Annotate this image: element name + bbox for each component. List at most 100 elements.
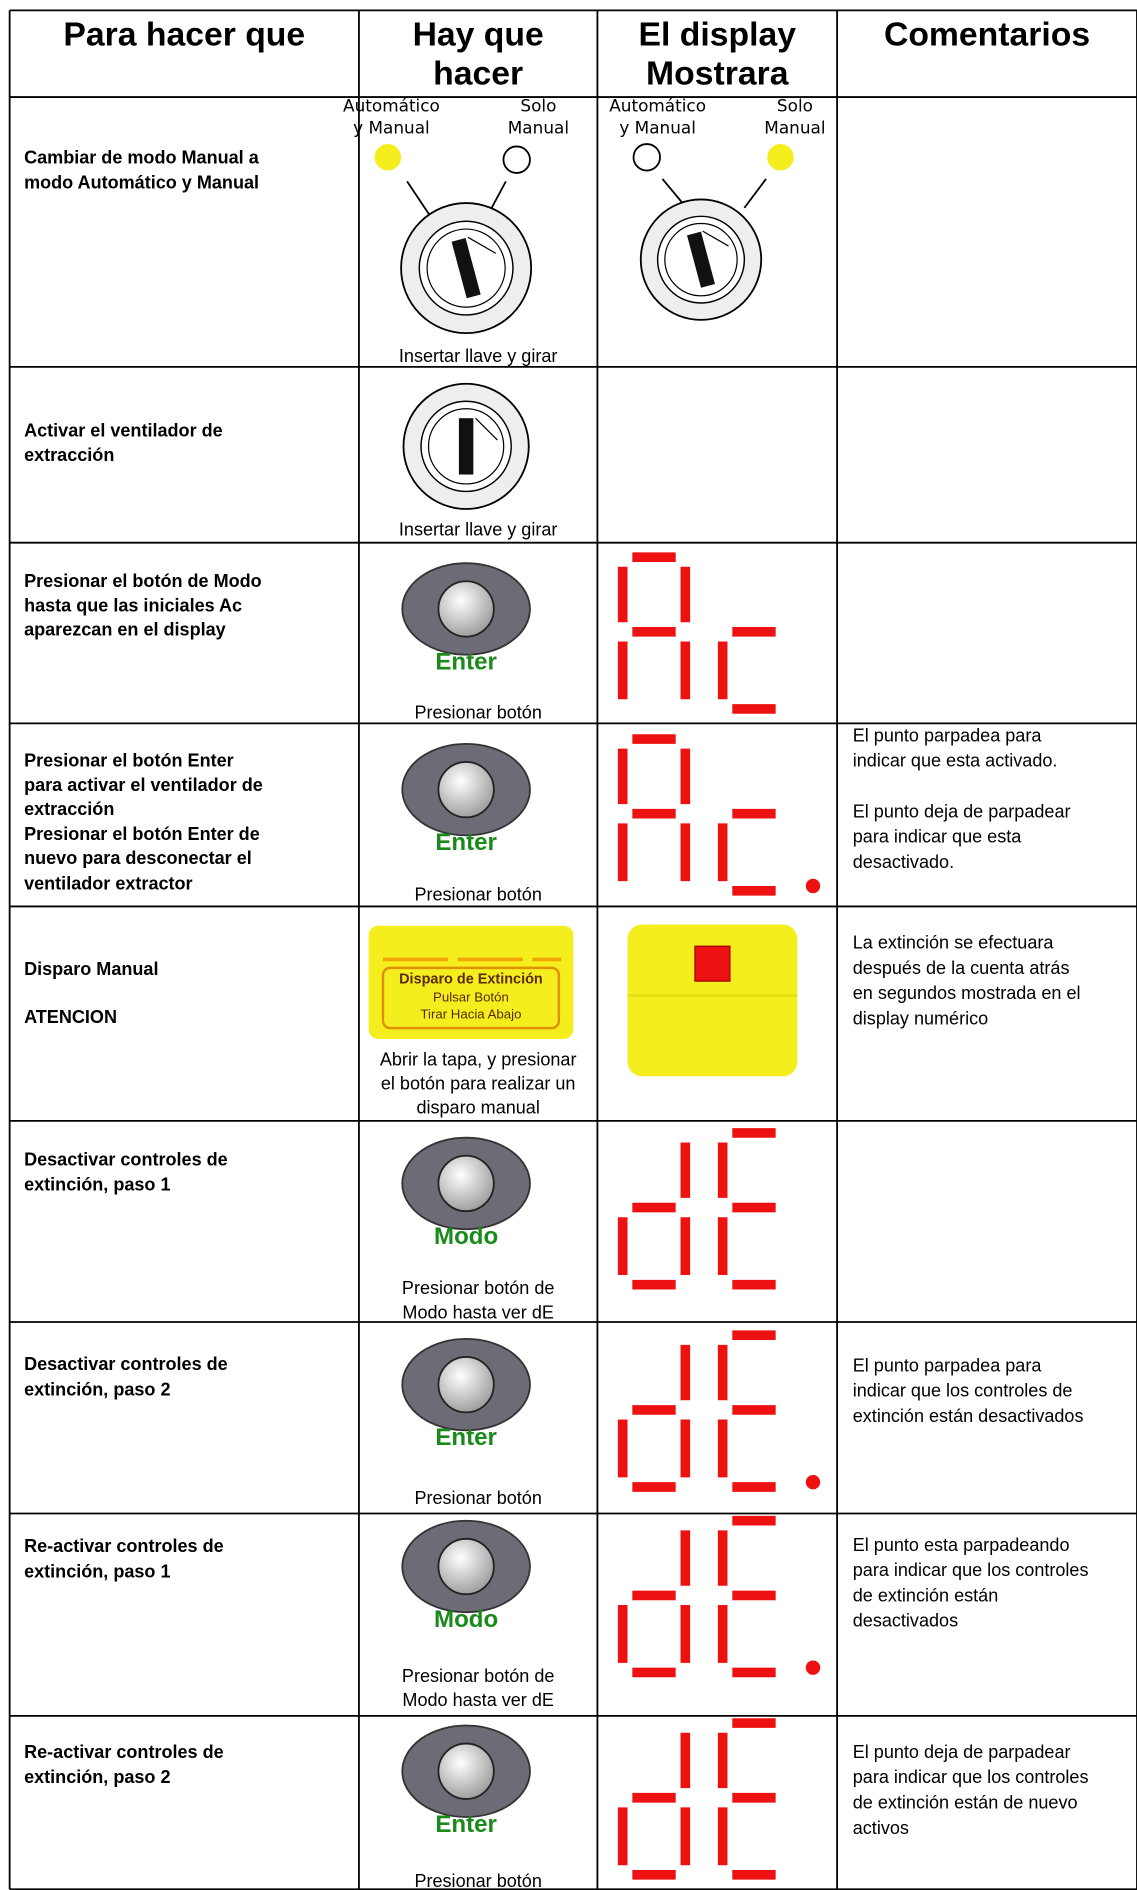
instruction-text: Modo hasta ver dE: [402, 1302, 553, 1322]
panel-text: Disparo de Extinción: [399, 972, 543, 988]
action-text: Presionar el botón Enter de: [24, 824, 260, 844]
comment-text: para indicar que los controles: [853, 1767, 1089, 1787]
key-switch-ring: [664, 222, 738, 297]
button-knob: [437, 1537, 495, 1596]
action-text: modo Automático y Manual: [24, 173, 259, 193]
display-dot: [805, 1474, 821, 1490]
key-switch-ring: [426, 228, 506, 308]
action-text: Re-activar controles de: [24, 1536, 224, 1556]
key-mark: [702, 230, 729, 247]
instruction-text: Presionar botón de: [402, 1666, 555, 1686]
button-label: Enter: [435, 829, 497, 856]
cover-label-box: [381, 966, 561, 1030]
comment-text: indicar que los controles de: [853, 1381, 1073, 1401]
action-text: Cambiar de modo Manual a: [24, 147, 260, 167]
button-label: Enter: [435, 1424, 497, 1451]
key-switch-ring: [427, 408, 505, 485]
button-knob: [437, 761, 495, 819]
instruction-text: Abrir la tapa, y presionar: [380, 1049, 577, 1069]
instruction-text: Modo hasta ver dE: [402, 1690, 553, 1710]
action-text: para activar el ventilador de: [24, 775, 263, 795]
key-mark: [475, 417, 498, 441]
action-text: ATENCION: [24, 1007, 117, 1027]
key-slot: [451, 237, 481, 299]
panel-text: Tirar Hacia Abajo: [420, 1006, 521, 1021]
comment-text: después de la cuenta atrás: [853, 958, 1070, 978]
action-text: Desactivar controles de: [24, 1149, 228, 1169]
action-text: nuevo para desconectar el: [24, 848, 252, 868]
comment-text: en segundos mostrada en el: [853, 983, 1081, 1003]
action-text: Activar el ventilador de: [24, 421, 223, 441]
key-label: Manual: [764, 117, 825, 137]
comment-text: desactivados: [853, 1611, 958, 1631]
display-dot: [805, 1660, 821, 1675]
key-mark: [467, 236, 497, 254]
action-text: Re-activar controles de: [24, 1742, 224, 1762]
key-label: Solo: [777, 96, 813, 116]
comment-text: display numérico: [853, 1008, 988, 1028]
action-text: extinción, paso 2: [24, 1379, 170, 1399]
display-dot: [805, 878, 821, 894]
action-text: hasta que las iniciales Ac: [24, 595, 242, 615]
comment-text: El punto deja de parpadear: [853, 1742, 1071, 1762]
action-text: extinción, paso 2: [24, 1767, 170, 1787]
header-text: hacer: [433, 54, 523, 92]
header-text: Mostrara: [646, 54, 789, 92]
action-text: Disparo Manual: [24, 959, 158, 979]
button-knob: [437, 580, 495, 638]
action-text: extinción, paso 1: [24, 1175, 170, 1195]
indicator-lamp: [632, 143, 661, 172]
indicator-lamp: [502, 145, 531, 174]
button-knob: [437, 1154, 495, 1213]
header-text: Para hacer que: [63, 16, 305, 54]
button-label: Modo: [434, 1223, 498, 1250]
instruction-text: Presionar botón de: [402, 1278, 555, 1298]
comment-text: para indicar que esta: [853, 827, 1023, 847]
instruction-text: Presionar botón: [414, 1871, 541, 1890]
action-text: Presionar el botón de Modo: [24, 571, 262, 591]
button-knob: [437, 1356, 495, 1414]
action-text: extracción: [24, 799, 114, 819]
instruction-text: Insertar llave y girar: [399, 519, 557, 539]
open-panel: [627, 924, 798, 1077]
key-label: y Manual: [619, 117, 696, 137]
panel-text: Pulsar Botón: [433, 989, 509, 1004]
action-text: Desactivar controles de: [24, 1354, 228, 1374]
comment-text: activos: [853, 1818, 909, 1838]
key-slot: [458, 418, 474, 475]
key-label: Automático: [609, 96, 706, 116]
action-text: aparezcan en el display: [24, 619, 226, 639]
key-label: y Manual: [353, 117, 430, 137]
button-label: Modo: [434, 1606, 498, 1633]
comment-text: El punto parpadea para: [853, 1355, 1043, 1375]
action-text: ventilador extractor: [24, 874, 193, 894]
action-text: extracción: [24, 445, 114, 465]
cover-panel: [368, 925, 574, 1039]
key-label: Manual: [508, 117, 569, 137]
instruction-text: el botón para realizar un: [381, 1073, 576, 1093]
comment-text: El punto parpadea para: [853, 725, 1043, 745]
instruction-text: disparo manual: [416, 1098, 539, 1118]
comment-text: El punto deja de parpadear: [853, 801, 1071, 821]
header-text: El display: [639, 16, 797, 54]
button-knob: [437, 1742, 495, 1800]
header-text: Hay que: [413, 16, 544, 54]
comment-text: La extinción se efectuara: [853, 933, 1055, 953]
action-text: extinción, paso 1: [24, 1561, 170, 1581]
key: [686, 230, 729, 288]
button-label: Enter: [435, 1811, 497, 1838]
comment-text: de extinción están de nuevo: [853, 1793, 1078, 1813]
comment-text: desactivado.: [853, 852, 954, 872]
action-text: Presionar el botón Enter: [24, 751, 234, 771]
comment-text: de extinción están: [853, 1585, 998, 1605]
key-label: Automático: [343, 96, 440, 116]
comment-text: indicar que esta activado.: [853, 751, 1058, 771]
instruction-text: Presionar botón: [414, 884, 541, 904]
indicator-lamp: [374, 144, 402, 171]
instruction-text: Presionar botón: [414, 703, 541, 723]
key: [458, 417, 498, 475]
header-text: Comentarios: [884, 16, 1090, 54]
comment-text: extinción están desactivados: [853, 1406, 1084, 1426]
key: [451, 236, 497, 299]
